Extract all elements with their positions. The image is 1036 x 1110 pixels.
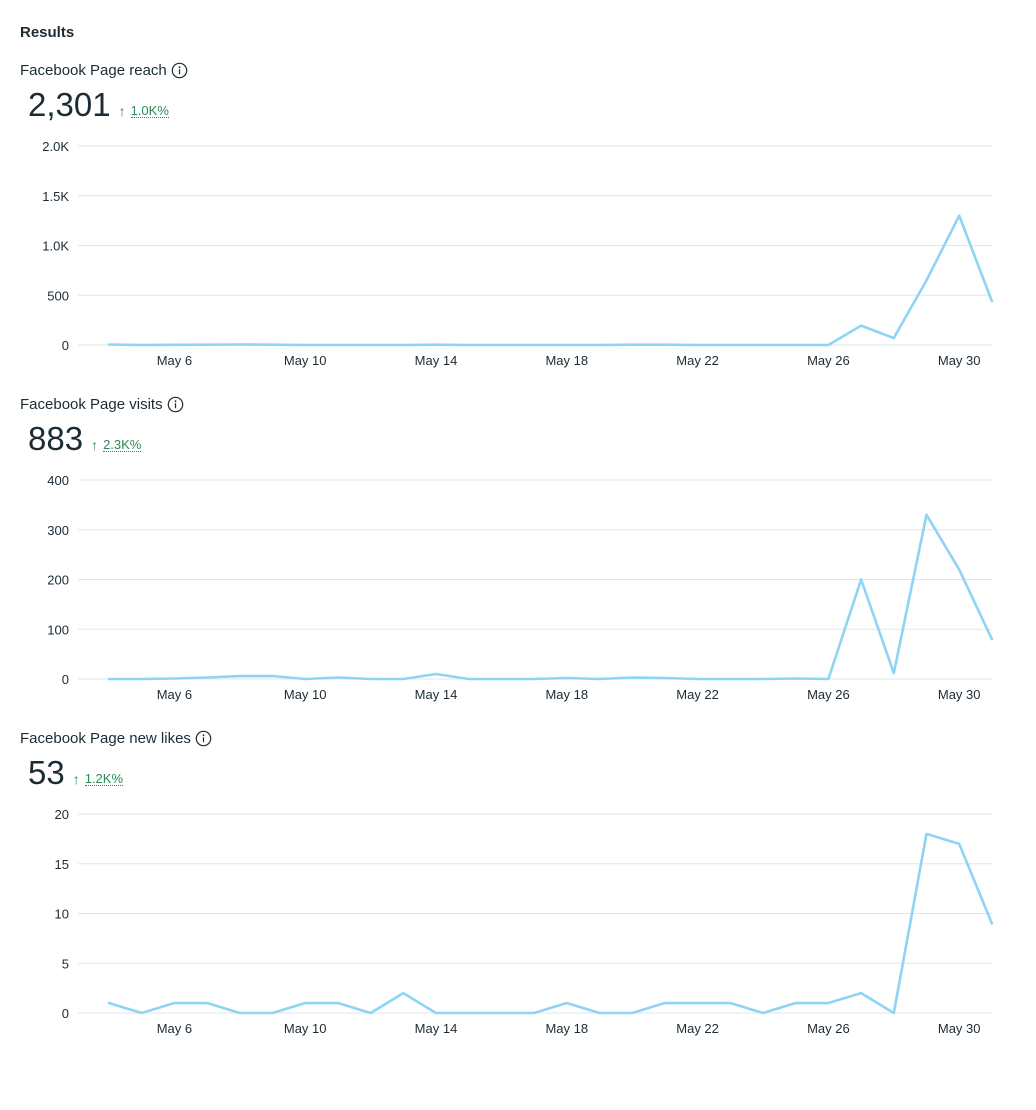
x-tick-label: May 26 (807, 1021, 850, 1036)
metric-title: Facebook Page reach (20, 62, 188, 79)
y-tick-label: 1.0K (42, 239, 69, 254)
metric-title: Facebook Page new likes (20, 730, 212, 747)
metric-value-row: 883 ↑ 2.3K% (28, 420, 142, 458)
x-tick-label: May 30 (938, 353, 981, 368)
x-tick-label: May 30 (938, 687, 981, 702)
arrow-up-icon: ↑ (91, 437, 99, 453)
metric-value: 883 (28, 420, 84, 457)
results-heading: Results (20, 24, 75, 41)
y-tick-label: 100 (47, 622, 69, 637)
y-tick-label: 200 (47, 573, 69, 588)
y-tick-label: 2.0K (42, 139, 69, 154)
y-tick-label: 1.5K (42, 189, 69, 204)
trend-indicator[interactable]: ↑ 1.2K% (72, 771, 124, 787)
metric-title-label: Facebook Page new likes (20, 730, 191, 747)
x-tick-label: May 14 (415, 687, 458, 702)
x-tick-label: May 18 (545, 353, 588, 368)
x-tick-label: May 26 (807, 353, 850, 368)
y-tick-label: 500 (47, 288, 69, 303)
metric-title-label: Facebook Page reach (20, 62, 167, 79)
series-line[interactable] (107, 513, 994, 681)
x-tick-label: May 6 (157, 687, 192, 702)
trend-value: 1.2K% (84, 771, 124, 786)
y-tick-label: 15 (55, 857, 69, 872)
metric-value: 2,301 (28, 86, 111, 123)
reach-section: Facebook Page reach 2,301 ↑ 1.0K% 0 500 1.… (0, 62, 1036, 396)
series-line[interactable] (107, 214, 994, 347)
y-tick-label: 0 (62, 1006, 69, 1021)
y-tick-label: 0 (62, 672, 69, 687)
y-tick-label: 400 (47, 473, 69, 488)
x-tick-label: May 10 (284, 353, 327, 368)
metric-value-row: 2,301 ↑ 1.0K% (28, 86, 169, 124)
x-tick-label: May 22 (676, 1021, 719, 1036)
metric-title-label: Facebook Page visits (20, 396, 163, 413)
x-tick-label: May 18 (545, 687, 588, 702)
y-tick-label: 0 (62, 338, 69, 353)
x-tick-label: May 6 (157, 353, 192, 368)
x-tick-label: May 10 (284, 1021, 327, 1036)
x-tick-label: May 14 (415, 1021, 458, 1036)
trend-value: 2.3K% (103, 437, 142, 452)
new-likes-section: Facebook Page new likes 53 ↑ 1.2K% 0 5 10 1… (0, 730, 1036, 1064)
info-circle-icon[interactable] (167, 396, 184, 413)
arrow-up-icon: ↑ (72, 771, 80, 787)
reach-line-chart: 0 500 1.0K 1.5K 2.0K May 6 May 10 May 14 May 18 M… (42, 139, 994, 368)
x-tick-label: May 14 (415, 353, 458, 368)
x-tick-label: May 6 (157, 1021, 192, 1036)
series-line[interactable] (107, 832, 994, 1015)
x-tick-label: May 10 (284, 687, 327, 702)
trend-indicator[interactable]: ↑ 1.0K% (119, 103, 169, 119)
new-likes-line-chart: 0 5 10 15 20 May 6 May 10 May 14 May 18 May 22 May… (55, 807, 994, 1036)
y-tick-label: 20 (55, 807, 69, 822)
metric-value-row: 53 ↑ 1.2K% (28, 754, 124, 792)
x-tick-label: May 18 (545, 1021, 588, 1036)
y-tick-label: 10 (55, 907, 69, 922)
metric-value: 53 (28, 754, 65, 791)
visits-section: Facebook Page visits 883 ↑ 2.3K% 0 100 200… (0, 396, 1036, 730)
x-tick-label: May 22 (676, 687, 719, 702)
y-tick-label: 5 (62, 956, 69, 971)
x-tick-label: May 26 (807, 687, 850, 702)
arrow-up-icon: ↑ (118, 103, 126, 119)
y-tick-label: 300 (47, 523, 69, 538)
info-circle-icon[interactable] (171, 62, 188, 79)
x-tick-label: May 22 (676, 353, 719, 368)
x-tick-label: May 30 (938, 1021, 981, 1036)
trend-indicator[interactable]: ↑ 2.3K% (91, 437, 142, 453)
trend-value: 1.0K% (130, 103, 169, 118)
metric-title: Facebook Page visits (20, 396, 184, 413)
visits-line-chart: 0 100 200 300 400 May 6 May 10 May 14 May 18 May … (47, 473, 994, 702)
info-circle-icon[interactable] (195, 730, 212, 747)
